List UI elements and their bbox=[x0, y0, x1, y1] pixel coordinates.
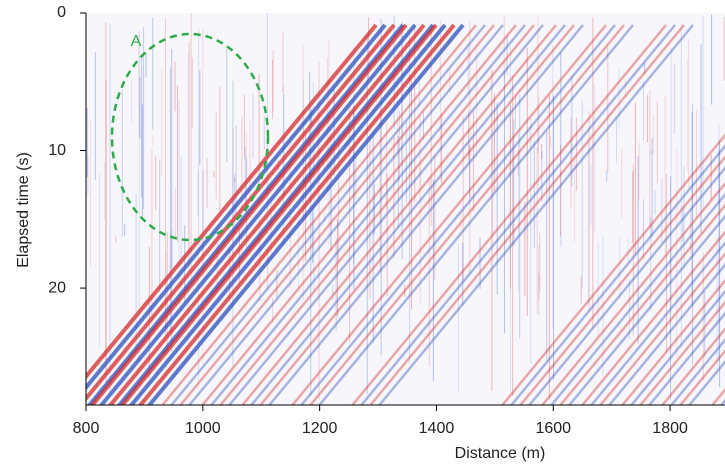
x-tick-label: 1800 bbox=[652, 420, 688, 437]
texture-event bbox=[598, 252, 725, 405]
y-tick-label: 10 bbox=[48, 142, 66, 159]
texture-event bbox=[509, 144, 725, 405]
texture-event bbox=[549, 192, 725, 405]
texture-event bbox=[107, 23, 426, 405]
texture-event bbox=[308, 24, 625, 405]
texture-event bbox=[669, 338, 725, 405]
annotation-label: A bbox=[131, 33, 142, 50]
texture-event bbox=[89, 23, 408, 405]
texture-event bbox=[86, 23, 378, 380]
texture-event bbox=[660, 327, 725, 405]
x-tick-label: 800 bbox=[73, 420, 100, 437]
texture-event bbox=[267, 24, 584, 405]
texture-event bbox=[218, 24, 535, 405]
y-tick-label: 20 bbox=[48, 279, 66, 296]
texture-event bbox=[116, 23, 435, 405]
texture-event bbox=[187, 24, 504, 405]
texture-event bbox=[527, 166, 725, 405]
texture-event bbox=[86, 23, 405, 405]
texture-event bbox=[209, 24, 526, 405]
x-axis-label: Distance (m) bbox=[455, 445, 546, 462]
texture-event bbox=[350, 24, 667, 405]
texture-event bbox=[567, 214, 725, 405]
texture-event bbox=[200, 24, 517, 405]
texture-event bbox=[128, 23, 447, 405]
texture-event bbox=[160, 24, 477, 405]
y-axis-label: Elapsed time (s) bbox=[15, 152, 32, 268]
x-tick-label: 1600 bbox=[535, 420, 571, 437]
texture-event bbox=[377, 24, 694, 405]
texture-event bbox=[290, 24, 607, 405]
texture-event bbox=[500, 133, 725, 405]
texture-event bbox=[146, 23, 465, 405]
texture-event bbox=[368, 24, 685, 405]
texture-event bbox=[299, 24, 616, 405]
y-tick-label: 0 bbox=[57, 4, 66, 21]
texture-event bbox=[678, 349, 725, 405]
texture-event bbox=[647, 311, 725, 405]
annotation-ellipse bbox=[110, 32, 270, 242]
x-tick-label: 1200 bbox=[302, 420, 338, 437]
texture-event bbox=[620, 278, 725, 405]
texture-event bbox=[317, 24, 634, 405]
x-tick-label: 1000 bbox=[185, 420, 221, 437]
texture-event bbox=[240, 24, 557, 405]
texture-event bbox=[169, 24, 486, 405]
texture-event bbox=[638, 300, 725, 405]
texture-event bbox=[359, 24, 676, 405]
texture-event bbox=[607, 263, 725, 405]
texture-event bbox=[249, 24, 566, 405]
texture-event bbox=[86, 23, 387, 391]
texture-event bbox=[558, 203, 725, 405]
texture-event bbox=[98, 23, 417, 405]
texture-event bbox=[540, 181, 725, 405]
texture-event bbox=[258, 24, 575, 405]
texture-event bbox=[518, 155, 725, 405]
texture-event bbox=[119, 23, 438, 405]
texture-event bbox=[589, 241, 725, 405]
x-tick-label: 1400 bbox=[419, 420, 455, 437]
texture-event bbox=[227, 24, 544, 405]
texture-event bbox=[629, 289, 725, 405]
texture-event bbox=[178, 24, 495, 405]
texture-event bbox=[137, 23, 456, 405]
waterfall-texture bbox=[86, 13, 725, 405]
texture-event bbox=[580, 230, 725, 405]
